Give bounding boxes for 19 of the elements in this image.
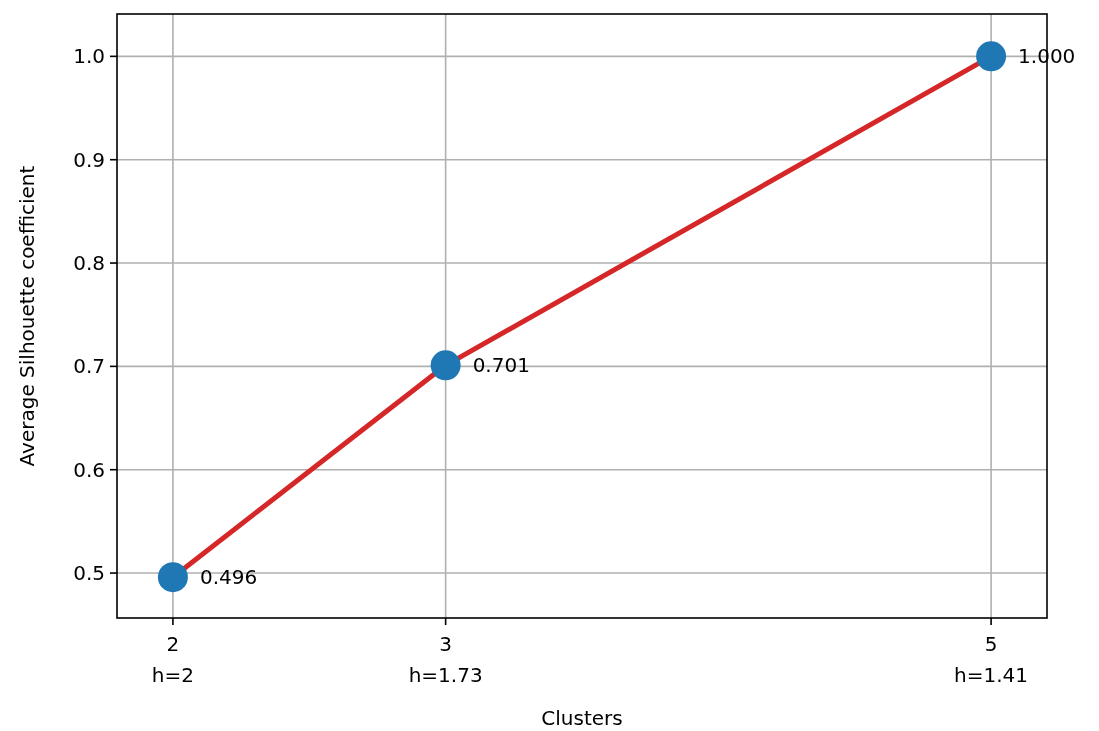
text: h=1.73 <box>408 663 483 687</box>
y-tick-label: 1.0 <box>73 44 105 69</box>
y-tick-label: 0.8 <box>73 251 105 276</box>
y-tick-label: 0.5 <box>73 561 105 586</box>
data-label: 0.496 <box>199 565 258 590</box>
point <box>157 562 188 593</box>
x-axis-title: Clusters <box>541 706 623 730</box>
text: h=2 <box>151 663 194 687</box>
y-tick-label: 0.7 <box>73 354 105 379</box>
point <box>430 350 461 381</box>
y-tick-label: 0.9 <box>73 147 105 172</box>
x-tick-label: 3 <box>439 632 452 656</box>
x-tick-label: 5 <box>984 632 998 656</box>
text: h=1.41 <box>954 663 1029 687</box>
y-tick-label: 0.6 <box>73 457 105 482</box>
data-label: 0.701 <box>472 353 530 378</box>
y-axis-title: Average Silhouette coefficient <box>15 165 39 467</box>
point <box>976 41 1007 72</box>
x-tick-label: 2 <box>166 632 180 656</box>
